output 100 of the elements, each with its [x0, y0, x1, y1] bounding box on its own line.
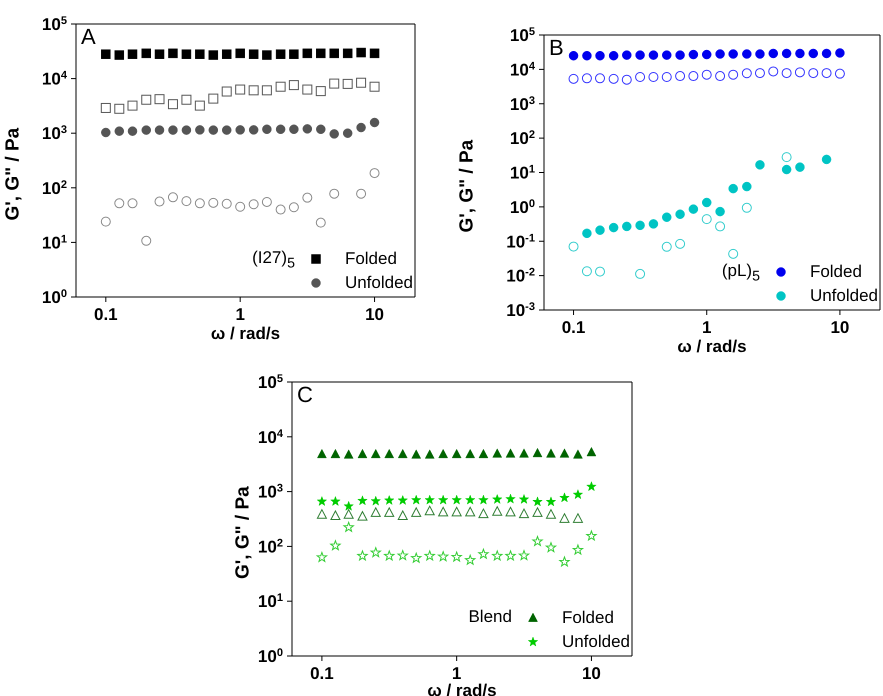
point — [329, 78, 340, 89]
point — [168, 192, 178, 202]
point — [715, 71, 726, 82]
point — [742, 49, 752, 59]
legend-title: Blend — [468, 606, 512, 628]
point — [316, 48, 326, 58]
point — [235, 202, 246, 212]
point — [519, 448, 529, 458]
point — [330, 449, 340, 458]
point — [675, 210, 685, 220]
point — [715, 206, 725, 216]
point — [289, 49, 299, 59]
point — [595, 73, 606, 84]
point — [208, 125, 218, 135]
point — [168, 48, 178, 58]
point — [168, 99, 178, 110]
point — [586, 447, 596, 456]
point — [662, 72, 672, 82]
point — [262, 196, 272, 207]
point — [559, 556, 570, 566]
point — [101, 49, 111, 59]
point — [702, 70, 712, 80]
point — [438, 551, 448, 562]
x-tick-label: 1 — [452, 664, 462, 683]
legend-label: Folded — [810, 262, 862, 282]
annotation: B — [549, 35, 564, 60]
y-axis-title: G', G" / Pa — [456, 139, 478, 232]
point — [675, 50, 685, 60]
legend-title: (I27)$_{5}$ — [252, 247, 295, 274]
point — [101, 128, 111, 138]
point — [398, 550, 408, 560]
point — [358, 449, 368, 458]
y-tick-label: 10$^{0}$ — [258, 647, 283, 666]
point — [586, 530, 597, 540]
point — [302, 192, 312, 203]
point — [289, 124, 299, 134]
y-tick-label: 10$^{4}$ — [258, 428, 284, 447]
point — [715, 49, 725, 59]
point — [370, 118, 380, 128]
point — [834, 68, 845, 79]
point — [248, 85, 259, 96]
point — [662, 50, 672, 60]
point — [100, 216, 111, 227]
point — [438, 449, 448, 458]
point — [181, 196, 192, 206]
point — [572, 513, 583, 523]
point — [648, 219, 658, 229]
point — [635, 268, 646, 279]
point — [782, 68, 792, 78]
point — [398, 510, 408, 520]
point — [478, 494, 488, 504]
legend-label: Unfolded — [562, 632, 630, 652]
point — [782, 152, 792, 162]
point — [222, 49, 232, 59]
point — [208, 94, 218, 104]
point — [235, 48, 245, 58]
point — [648, 72, 658, 82]
point — [182, 49, 192, 59]
point — [384, 507, 394, 517]
point — [222, 198, 232, 209]
point — [702, 50, 712, 60]
point — [582, 228, 592, 238]
point — [114, 50, 124, 60]
annotation: C — [297, 382, 313, 407]
point — [688, 50, 698, 60]
point — [768, 66, 778, 76]
point — [532, 536, 543, 546]
point — [114, 104, 124, 114]
point — [546, 448, 556, 458]
point — [344, 450, 354, 459]
x-axis-title: ω / rad/s — [427, 681, 497, 696]
point — [329, 48, 339, 58]
point — [822, 48, 832, 58]
point — [358, 496, 368, 506]
point — [754, 68, 765, 78]
point — [329, 188, 340, 199]
point — [582, 266, 592, 276]
point — [344, 501, 354, 511]
point — [755, 49, 765, 59]
point — [742, 202, 752, 213]
point — [316, 552, 328, 562]
point — [356, 122, 366, 132]
point — [451, 552, 462, 562]
point — [248, 199, 259, 210]
point — [582, 73, 592, 84]
point — [262, 85, 272, 96]
x-tick-label: 0.1 — [94, 305, 118, 324]
point — [154, 49, 164, 59]
point — [330, 540, 341, 550]
point — [168, 125, 178, 135]
point — [370, 168, 380, 178]
point — [384, 449, 394, 458]
point — [728, 49, 738, 59]
point — [742, 182, 752, 192]
y-tick-label: 10$^{-1}$ — [506, 232, 535, 252]
point — [560, 492, 570, 502]
point — [595, 50, 605, 60]
point — [128, 49, 138, 59]
y-tick-label: 10$^{2}$ — [510, 129, 535, 148]
y-tick-label: 10$^{1}$ — [258, 592, 283, 612]
